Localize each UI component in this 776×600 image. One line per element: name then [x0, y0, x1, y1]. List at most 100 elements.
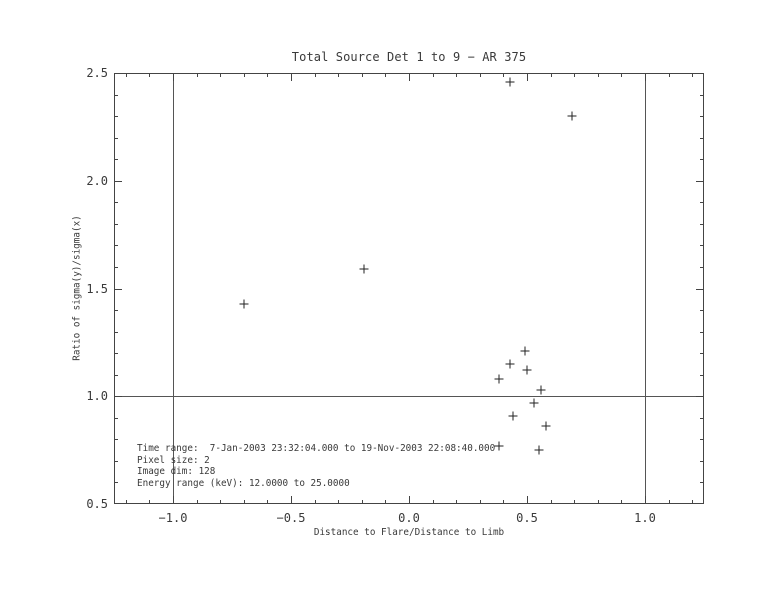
- plot-title: Total Source Det 1 to 9 − AR 375: [291, 50, 527, 64]
- x-minor-tick: [456, 500, 458, 504]
- vertical-reference-line: [173, 73, 174, 504]
- x-major-tick: [527, 496, 528, 504]
- y-major-tick: [114, 396, 122, 398]
- data-point-marker: [536, 385, 546, 395]
- annotation-line: Time range: 7-Jan-2003 23:32:04.000 to 1…: [137, 443, 496, 454]
- x-minor-tick: [267, 73, 269, 77]
- data-point-marker: [541, 421, 551, 431]
- annotation-line: Energy range (keV): 12.0000 to 25.0000: [137, 477, 350, 489]
- x-minor-tick: [385, 500, 387, 504]
- y-minor-tick: [700, 223, 704, 225]
- y-minor-tick: [700, 417, 704, 419]
- annotation-line: Image dim: 128: [137, 466, 216, 478]
- y-major-tick: [696, 180, 704, 182]
- x-minor-tick: [361, 73, 363, 77]
- x-axis-label: Distance to Flare/Distance to Limb: [313, 527, 505, 538]
- y-minor-tick: [700, 374, 704, 376]
- y-major-tick: [114, 180, 122, 182]
- y-minor-tick: [114, 159, 118, 161]
- x-tick-label: 0.5: [516, 511, 538, 525]
- y-minor-tick: [114, 439, 118, 441]
- y-minor-tick: [700, 439, 704, 441]
- x-minor-tick: [243, 73, 245, 77]
- y-minor-tick: [114, 116, 118, 118]
- annotation-line: Pixel size: 2: [137, 454, 210, 466]
- x-minor-tick: [432, 73, 434, 77]
- x-major-tick: [645, 496, 646, 504]
- x-minor-tick: [479, 500, 481, 504]
- y-minor-tick: [114, 353, 118, 355]
- data-point-marker: [494, 374, 504, 384]
- x-minor-tick: [338, 500, 340, 504]
- y-minor-tick: [114, 266, 118, 268]
- x-minor-tick: [196, 73, 198, 77]
- data-point-marker: [239, 299, 249, 309]
- y-minor-tick: [700, 266, 704, 268]
- y-minor-tick: [114, 245, 118, 247]
- y-major-tick: [696, 288, 704, 290]
- x-minor-tick: [125, 73, 127, 77]
- y-minor-tick: [114, 482, 118, 484]
- x-minor-tick: [503, 500, 505, 504]
- data-point-marker: [359, 264, 369, 274]
- y-minor-tick: [114, 331, 118, 333]
- x-minor-tick: [668, 500, 670, 504]
- y-minor-tick: [700, 310, 704, 312]
- x-minor-tick: [220, 73, 222, 77]
- x-minor-tick: [243, 500, 245, 504]
- x-tick-label: −0.5: [276, 511, 306, 525]
- x-tick-label: −1.0: [158, 511, 188, 525]
- y-minor-tick: [114, 223, 118, 225]
- x-minor-tick: [550, 500, 552, 504]
- x-minor-tick: [314, 500, 316, 504]
- x-minor-tick: [338, 73, 340, 77]
- x-minor-tick: [456, 73, 458, 77]
- annotation-block: Time range: 7-Jan-2003 23:32:04.000 to 1…: [137, 443, 495, 489]
- y-minor-tick: [700, 460, 704, 462]
- data-point-marker: [508, 411, 518, 421]
- x-minor-tick: [385, 73, 387, 77]
- data-point-marker: [529, 398, 539, 408]
- y-minor-tick: [700, 245, 704, 247]
- x-minor-tick: [668, 73, 670, 77]
- x-minor-tick: [597, 500, 599, 504]
- plot-frame: [114, 73, 704, 504]
- data-point-marker: [520, 346, 530, 356]
- x-minor-tick: [503, 73, 505, 77]
- x-minor-tick: [149, 73, 151, 77]
- x-minor-tick: [574, 73, 576, 77]
- horizontal-reference-line: [114, 396, 704, 398]
- x-minor-tick: [432, 500, 434, 504]
- x-minor-tick: [692, 73, 694, 77]
- x-major-tick: [173, 73, 174, 81]
- y-minor-tick: [114, 202, 118, 204]
- y-minor-tick: [700, 482, 704, 484]
- x-minor-tick: [314, 73, 316, 77]
- x-tick-label: 1.0: [634, 511, 656, 525]
- data-point-marker: [567, 111, 577, 121]
- y-tick-label: 0.5: [86, 497, 108, 511]
- x-minor-tick: [597, 73, 599, 77]
- y-major-tick: [696, 396, 704, 398]
- x-minor-tick: [550, 73, 552, 77]
- x-minor-tick: [361, 500, 363, 504]
- y-minor-tick: [114, 417, 118, 419]
- data-point-marker: [494, 441, 504, 451]
- x-tick-label: 0.0: [398, 511, 420, 525]
- x-minor-tick: [574, 500, 576, 504]
- x-minor-tick: [621, 500, 623, 504]
- y-tick-label: 1.0: [86, 389, 108, 404]
- x-major-tick: [409, 73, 410, 81]
- x-major-tick: [291, 73, 292, 81]
- y-minor-tick: [114, 94, 118, 96]
- x-major-tick: [409, 496, 410, 504]
- y-minor-tick: [700, 116, 704, 118]
- data-point-marker: [505, 359, 515, 369]
- y-tick-label: 2.5: [86, 66, 108, 80]
- y-tick-label: 2.0: [86, 173, 108, 188]
- x-major-tick: [645, 73, 646, 81]
- y-minor-tick: [114, 310, 118, 312]
- y-minor-tick: [700, 202, 704, 204]
- vertical-reference-line: [645, 73, 646, 504]
